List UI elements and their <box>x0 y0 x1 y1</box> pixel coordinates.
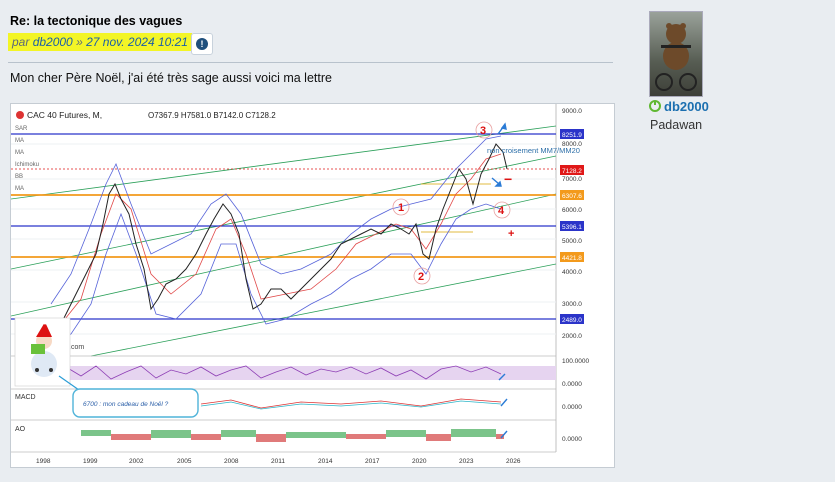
svg-text:2489.0: 2489.0 <box>562 317 582 324</box>
svg-text:2002: 2002 <box>129 458 144 465</box>
macd-axis: 0.0000 <box>562 404 582 411</box>
alert-icon: ! <box>196 38 208 50</box>
svg-text:2011: 2011 <box>271 458 285 465</box>
svg-text:1999: 1999 <box>83 458 98 465</box>
minus-mark: − <box>504 171 512 187</box>
plus-mark: + <box>508 228 514 240</box>
svg-text:8251.9: 8251.9 <box>562 132 582 139</box>
user-rank: Padawan <box>650 118 703 132</box>
svg-text:BB: BB <box>15 174 23 180</box>
svg-text:7000.0: 7000.0 <box>562 176 582 183</box>
svg-text:2023: 2023 <box>459 458 474 465</box>
rsi-line <box>50 365 502 380</box>
user-avatar[interactable] <box>649 11 703 97</box>
svg-text:MA: MA <box>15 150 24 156</box>
macd-label: MACD <box>15 394 36 401</box>
ao-axis: 0.0000 <box>562 436 582 443</box>
wave-1: 1 <box>398 202 404 214</box>
svg-text:2008: 2008 <box>224 458 239 465</box>
chart-image[interactable]: 9000.0 8000.0 7000.0 6000.0 5000.0 4000.… <box>10 103 615 468</box>
post-date: 27 nov. 2024 10:21 <box>86 35 188 49</box>
watermark-suffix: .com <box>69 344 84 351</box>
svg-text:2014: 2014 <box>318 458 333 465</box>
santa-sticker <box>14 317 71 387</box>
bollinger-lower <box>50 203 502 345</box>
svg-text:O7367.9 H7581.0 B7142.0 C71: O7367.9 H7581.0 B7142.0 C7128.2 <box>148 111 276 120</box>
gridlines <box>11 143 556 335</box>
svg-text:5396.1: 5396.1 <box>562 224 582 231</box>
level-labels: 8251.9 7128.2 6307.6 5396.1 4421.8 2489.… <box>560 129 584 324</box>
rsi-band <box>51 366 556 380</box>
by-label: par <box>12 35 30 49</box>
bollinger-upper <box>50 135 502 305</box>
svg-text:1998: 1998 <box>36 458 51 465</box>
svg-text:5000.0: 5000.0 <box>562 238 582 245</box>
svg-text:2000.0: 2000.0 <box>562 333 582 340</box>
svg-text:0.0000: 0.0000 <box>562 381 582 388</box>
svg-text:Ichimoku: Ichimoku <box>15 162 39 168</box>
chart-svg: 9000.0 8000.0 7000.0 6000.0 5000.0 4000.… <box>10 104 589 465</box>
wave-2: 2 <box>418 271 424 283</box>
online-status-icon <box>649 100 661 112</box>
indicator-legend: SAR MA MA Ichimoku BB MA <box>15 126 39 192</box>
svg-text:SAR: SAR <box>15 126 28 132</box>
svg-text:2005: 2005 <box>177 458 192 465</box>
arrow-icons <box>491 122 507 187</box>
svg-text:4421.8: 4421.8 <box>562 255 582 262</box>
ao-label: AO <box>15 426 26 433</box>
wave-4: 4 <box>498 205 505 217</box>
sidebar-username[interactable]: db2000 <box>664 99 709 114</box>
santa-wish: 6700 : mon cadeau de Noël ? <box>83 401 169 408</box>
svg-text:CAC 40 Futures, M,: CAC 40 Futures, M, <box>27 110 102 120</box>
svg-text:8000.0: 8000.0 <box>562 141 582 148</box>
post-title[interactable]: Re: la tectonique des vagues <box>10 14 183 28</box>
trend-channel <box>10 125 557 357</box>
svg-text:100.0000: 100.0000 <box>562 358 589 365</box>
svg-text:2017: 2017 <box>365 458 380 465</box>
svg-text:MA: MA <box>15 138 24 144</box>
ao-histogram <box>81 429 504 442</box>
cross-note: non croisement MM7/MM20 <box>487 146 580 155</box>
rsi-axis: 100.0000 0.0000 <box>562 358 589 388</box>
author-link[interactable]: db2000 <box>32 35 73 49</box>
svg-text:3000.0: 3000.0 <box>562 301 582 308</box>
price-series <box>55 143 508 335</box>
svg-text:MA: MA <box>15 186 24 192</box>
svg-text:6000.0: 6000.0 <box>562 207 582 214</box>
svg-text:2020: 2020 <box>412 458 427 465</box>
svg-text:6307.6: 6307.6 <box>562 193 582 200</box>
price-axis: 9000.0 8000.0 7000.0 6000.0 5000.0 4000.… <box>562 108 582 340</box>
report-button[interactable]: ! <box>191 33 213 55</box>
svg-text:4000.0: 4000.0 <box>562 269 582 276</box>
time-axis: 1998 1999 2002 2005 2008 2011 2014 2017 … <box>36 458 521 465</box>
divider <box>8 62 613 63</box>
wave-annotations: 1 2 3 4 − + <box>398 125 514 283</box>
speech-bubble <box>72 388 199 418</box>
wave-3: 3 <box>480 125 486 137</box>
svg-text:7128.2: 7128.2 <box>562 168 582 175</box>
post-meta: par db2000 » 27 nov. 2024 10:21 <box>8 33 192 51</box>
svg-text:2026: 2026 <box>506 458 521 465</box>
post-body: Mon cher Père Noël, j'ai été très sage a… <box>10 71 332 85</box>
svg-text:9000.0: 9000.0 <box>562 108 582 115</box>
chart-header: CAC 40 Futures, M, O7367.9 H7581.0 B7142… <box>16 110 276 120</box>
meta-sep: » <box>76 35 83 49</box>
